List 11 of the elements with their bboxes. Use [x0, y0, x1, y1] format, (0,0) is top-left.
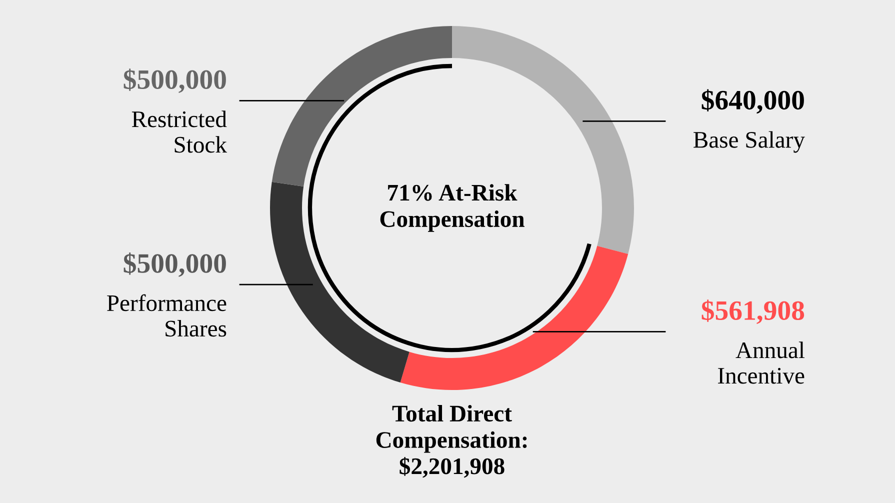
slice-label: Annual Incentive — [718, 342, 805, 384]
data-label: $500,000 — [124, 68, 226, 94]
slice-label: Restricted Stock — [132, 110, 227, 153]
text: Total Direct Compensation: $2,201,908 — [376, 405, 527, 478]
text: 71% At-Risk Compensation — [380, 184, 524, 232]
data-label: $500,000 — [124, 252, 226, 277]
slice-label: Performance Shares — [107, 294, 226, 337]
data-label: $561,908 — [702, 300, 804, 324]
slice-label: Base Salary — [694, 131, 805, 153]
donut-slice — [400, 246, 628, 390]
data-label: $640,000 — [702, 89, 804, 114]
